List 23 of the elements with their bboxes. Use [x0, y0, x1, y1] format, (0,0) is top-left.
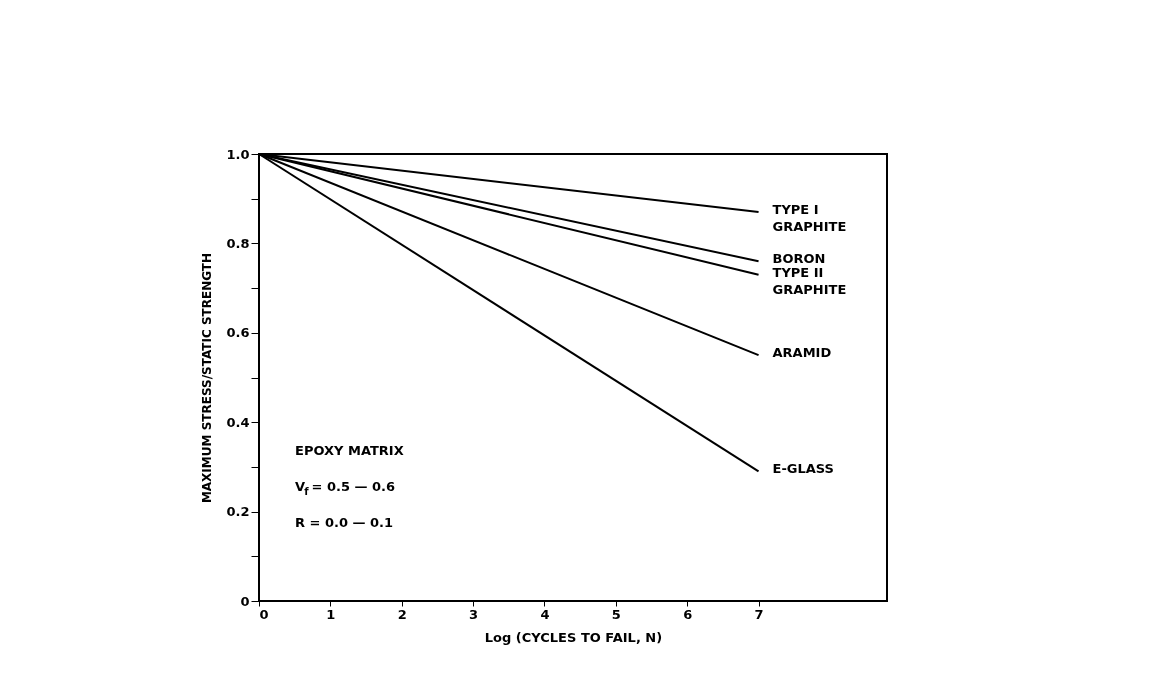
annotation: EPOXY MATRIX	[295, 443, 404, 458]
series-label: TYPE I GRAPHITE	[772, 202, 847, 235]
y-tick-label: 0.2	[226, 504, 250, 520]
x-tick-label: 2	[397, 606, 407, 622]
x-tick-label: 6	[683, 606, 693, 622]
series-label: TYPE II GRAPHITE	[772, 264, 847, 297]
x-tick-label: 3	[469, 606, 479, 622]
y-tick-label: 1.0	[226, 146, 250, 162]
y-tick-label: 0	[240, 593, 250, 609]
series-label: ARAMID	[772, 345, 832, 361]
series-label: BORON	[772, 251, 826, 267]
x-tick-label: 5	[611, 606, 621, 622]
y-tick-label: 0.8	[226, 235, 250, 251]
series-label: E-GLASS	[772, 461, 834, 477]
annotation: R = 0.0 — 0.1	[295, 515, 394, 530]
y-axis-title: MAXIMUM STRESS/STATIC STRENGTH	[200, 252, 215, 504]
x-tick-label: 4	[540, 606, 550, 622]
x-axis-title: Log (CYCLES TO FAIL, N)	[484, 629, 663, 645]
y-tick-label: 0.6	[226, 325, 250, 341]
y-tick-label: 0.4	[226, 414, 250, 430]
x-tick-label: 7	[754, 606, 764, 622]
x-tick-label: 0	[259, 606, 269, 622]
x-tick-label: 1	[326, 606, 336, 622]
